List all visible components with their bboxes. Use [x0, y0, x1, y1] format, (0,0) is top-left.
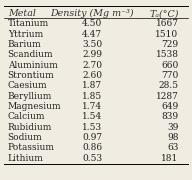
Text: 0.86: 0.86 [82, 143, 102, 152]
Text: Caesium: Caesium [8, 81, 47, 90]
Text: Lithium: Lithium [8, 154, 44, 163]
Text: 2.99: 2.99 [82, 50, 102, 59]
Text: 649: 649 [161, 102, 179, 111]
Text: 1.74: 1.74 [82, 102, 102, 111]
Text: Scandium: Scandium [8, 50, 53, 59]
Text: Strontium: Strontium [8, 71, 54, 80]
Text: Metal: Metal [8, 9, 36, 18]
Text: 1.54: 1.54 [82, 112, 102, 122]
Text: Sodium: Sodium [8, 133, 42, 142]
Text: 1538: 1538 [156, 50, 179, 59]
Text: 39: 39 [167, 123, 179, 132]
Text: Yttrium: Yttrium [8, 30, 43, 39]
Text: 4.47: 4.47 [82, 30, 102, 39]
Text: 660: 660 [161, 61, 179, 70]
Text: 1.85: 1.85 [82, 92, 102, 101]
Text: 63: 63 [167, 143, 179, 152]
Text: 729: 729 [161, 40, 179, 49]
Text: Barium: Barium [8, 40, 41, 49]
Text: 98: 98 [167, 133, 179, 142]
Text: Aluminium: Aluminium [8, 61, 58, 70]
Text: 1667: 1667 [156, 19, 179, 28]
Text: 1510: 1510 [156, 30, 179, 39]
Text: 2.70: 2.70 [82, 61, 102, 70]
Text: 181: 181 [161, 154, 179, 163]
Text: 770: 770 [161, 71, 179, 80]
Text: Calcium: Calcium [8, 112, 45, 122]
Text: 3.50: 3.50 [82, 40, 102, 49]
Text: 2.60: 2.60 [82, 71, 102, 80]
Text: 0.97: 0.97 [82, 133, 102, 142]
Text: 28.5: 28.5 [158, 81, 179, 90]
Text: 1.53: 1.53 [82, 123, 102, 132]
Text: Titanium: Titanium [8, 19, 49, 28]
Text: Rubidium: Rubidium [8, 123, 52, 132]
Text: Potassium: Potassium [8, 143, 55, 152]
Text: 1.87: 1.87 [82, 81, 102, 90]
Text: 4.50: 4.50 [82, 19, 102, 28]
Text: Tₐ(°C): Tₐ(°C) [149, 9, 179, 18]
Text: 1287: 1287 [156, 92, 179, 101]
Text: 839: 839 [161, 112, 179, 122]
Text: Beryllium: Beryllium [8, 92, 52, 101]
Text: Magnesium: Magnesium [8, 102, 61, 111]
Text: 0.53: 0.53 [82, 154, 102, 163]
Text: Density (Mg m⁻³): Density (Mg m⁻³) [50, 9, 134, 18]
